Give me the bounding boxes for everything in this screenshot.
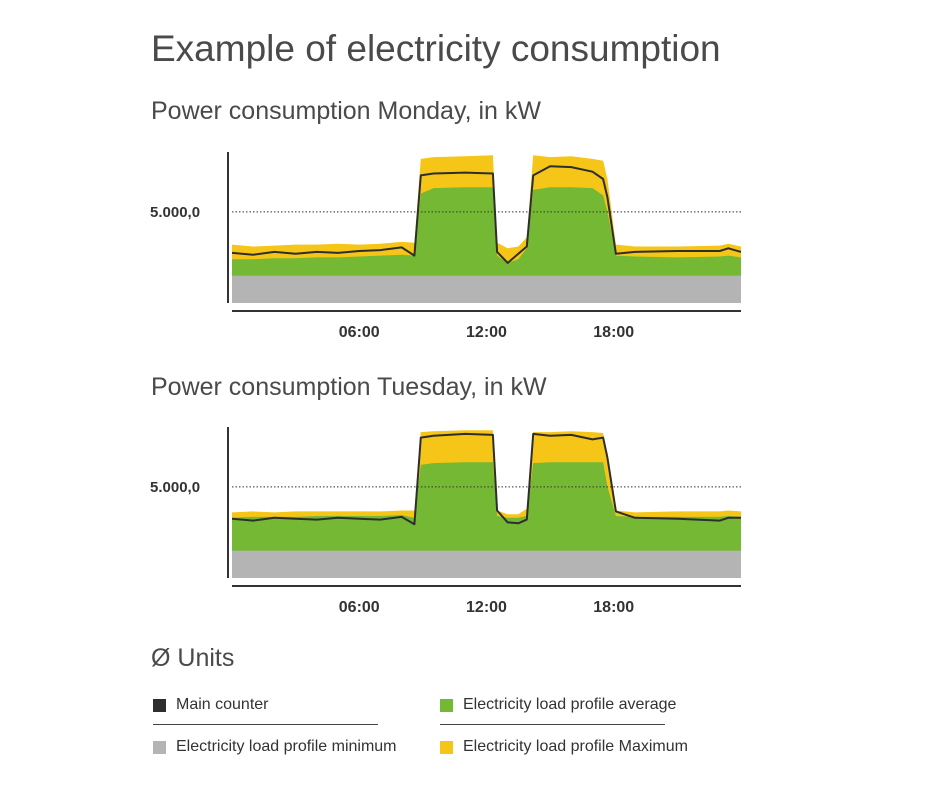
legend-swatch-maximum — [440, 740, 453, 754]
legend-swatch-average — [440, 698, 453, 712]
chart-title-tuesday: Power consumption Tuesday, in kW — [151, 373, 547, 401]
legend-item-minimum: Electricity load profile minimum — [153, 738, 397, 756]
y-tick-label: 5.000,0 — [150, 479, 200, 496]
area-electricity-load-profile-minimum — [232, 275, 741, 303]
legend-label-minimum: Electricity load profile minimum — [176, 738, 397, 755]
x-tick-label: 12:00 — [466, 599, 507, 616]
y-tick-label: 5.000,0 — [150, 204, 200, 221]
legend-label-maximum: Electricity load profile Maximum — [463, 738, 688, 755]
area-electricity-load-profile-minimum — [232, 550, 741, 578]
chart-title-monday: Power consumption Monday, in kW — [151, 97, 541, 125]
legend-swatch-main-counter — [153, 698, 166, 712]
x-tick-label: 12:00 — [466, 324, 507, 341]
line-main-counter — [231, 432, 741, 526]
legend-divider — [153, 724, 378, 725]
legend-item-average: Electricity load profile average — [440, 696, 676, 714]
legend-swatch-minimum — [153, 740, 166, 754]
legend-item-main-counter: Main counter — [153, 696, 269, 714]
page-title: Example of electricity consumption — [151, 28, 721, 69]
x-tick-label: 06:00 — [339, 324, 380, 341]
legend-label-main-counter: Main counter — [176, 696, 269, 713]
legend-title: Ø Units — [151, 644, 235, 672]
legend-label-average: Electricity load profile average — [463, 696, 677, 713]
chart-monday: 5.000,0 06:00 12:00 18:00 — [150, 152, 742, 341]
area-electricity-load-profile-average — [232, 462, 741, 578]
x-tick-label: 18:00 — [593, 324, 634, 341]
line-main-counter — [231, 165, 742, 264]
legend-divider — [440, 724, 665, 725]
chart-tuesday: 5.000,0 06:00 12:00 18:00 — [150, 427, 741, 616]
x-tick-label: 06:00 — [339, 599, 380, 616]
legend-item-maximum: Electricity load profile Maximum — [440, 738, 688, 756]
x-tick-label: 18:00 — [593, 599, 634, 616]
area-electricity-load-profile-average — [232, 187, 741, 303]
